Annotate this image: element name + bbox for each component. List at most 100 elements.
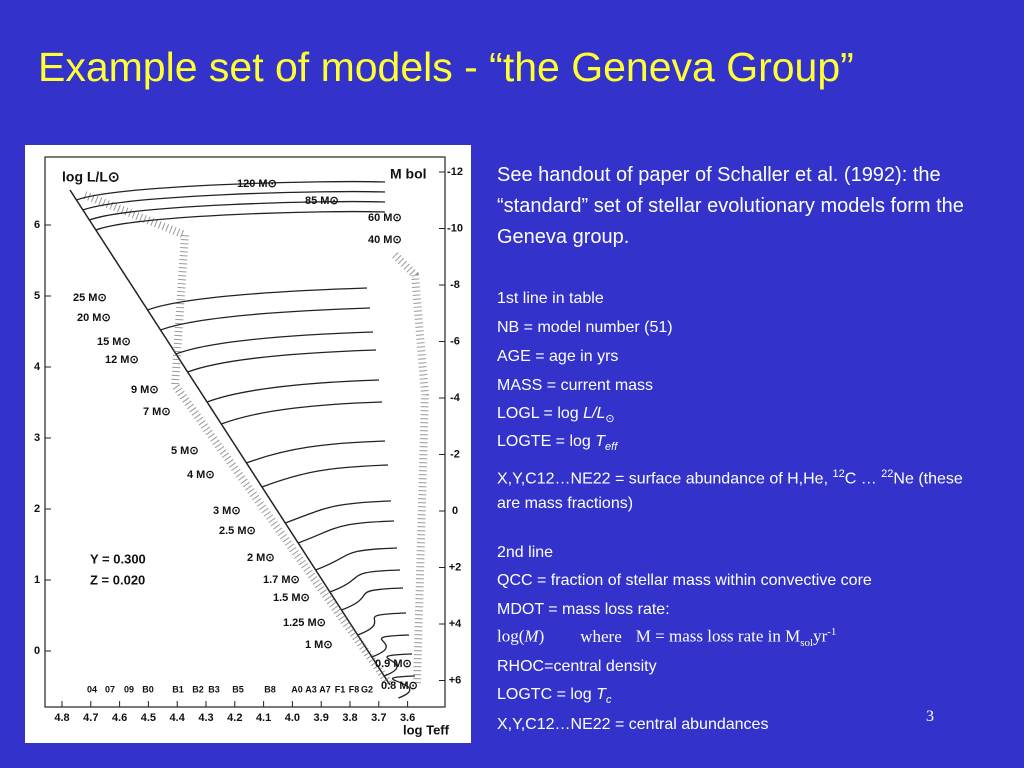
spectral-type: A7 [319,684,331,694]
subscript: ⊙ [605,413,615,426]
y2-tick-label: +6 [449,674,462,686]
y2-title: M bol [390,166,427,182]
y2-tick-label: 0 [452,505,458,517]
track [391,675,416,699]
y2-tick-label: -2 [450,448,460,460]
item: LOGTC = log Tc [497,686,611,706]
y2-tick-label: -12 [447,166,463,178]
track [341,587,404,611]
mass-label: 9 M⊙ [131,384,159,396]
x-tick-label: 4.2 [227,712,242,724]
x-tick-label: 3.8 [342,712,357,724]
x-tick-label: 4.4 [170,712,186,724]
text: X,Y,C12…NE22 = surface abundance of H,He… [497,470,833,488]
track [147,287,368,311]
mass-label: 20 M⊙ [77,312,111,324]
tracks [76,180,416,699]
page-number: 3 [926,708,934,725]
track [206,379,380,403]
spectral-type: B5 [232,684,244,694]
y-tick-label: 3 [34,432,40,444]
spectral-type: B1 [172,684,184,694]
item: QCC = fraction of stellar mass within co… [497,572,872,589]
x-tick-label: 4.0 [285,712,300,724]
figure-background [25,145,471,743]
x-tick-label: 4.6 [112,712,127,724]
x-tick-label: 4.5 [141,712,156,724]
x-tick-label: 4.1 [256,712,271,724]
x-tick-label: 3.9 [314,712,329,724]
spectral-type: B3 [208,684,220,694]
y-tick-label: 2 [34,503,40,515]
text: M = mass loss rate in M [635,626,801,646]
x-tick-label: 3.6 [400,712,415,724]
track [315,547,398,571]
track [89,200,386,221]
mass-label: 2.5 M⊙ [219,525,256,537]
y-tick-label: 5 [34,290,40,302]
item: NB = model number (51) [497,319,673,336]
mass-label: 5 M⊙ [171,445,199,457]
track [371,634,410,658]
track [261,464,389,488]
y-tick-label: 4 [34,361,41,373]
superscript: -1 [827,626,837,638]
item: RHOC=central density [497,658,657,675]
mass-label: 7 M⊙ [143,406,171,418]
zams [69,189,391,686]
spectral-type: F1 [335,684,346,694]
y2-tick-label: -10 [447,222,463,234]
mass-label: 85 M⊙ [305,195,339,207]
x-tick-label: 4.7 [83,712,98,724]
spectral-type: 04 [87,684,97,694]
mass-label: 1 M⊙ [305,639,333,651]
spectral-type: B2 [192,684,204,694]
spectral-type: 07 [105,684,115,694]
track [160,307,371,331]
text: Ne (these are mass fractions) [497,470,963,513]
text: LOGTE = log [497,433,596,450]
composition: Y = 0.300 [90,551,146,566]
item: AGE = age in yrs [497,348,619,365]
title: Example set of models - “the Geneva Grou… [38,44,854,90]
spectral-type: A0 [291,684,303,694]
mass-label: 40 M⊙ [368,234,402,246]
heading: 1st line in table [497,290,604,307]
heading: 2nd line [497,544,554,561]
mass-label: 60 M⊙ [368,212,402,224]
track [246,440,386,464]
mass-label: 25 M⊙ [73,292,107,304]
item: X,Y,C12…NE22 = surface abundance of H,He… [497,462,977,516]
mass-label: 1.7 M⊙ [263,574,300,586]
x-tick-label: 3.7 [371,712,386,724]
spectral-type: F8 [349,684,360,694]
hatched-band [392,252,430,686]
track [95,210,386,231]
x-tick-label: 4.8 [54,712,69,724]
track [297,520,395,544]
track [221,401,383,425]
text: LOGL = log [497,405,584,422]
y2-tick-label: -6 [450,335,460,347]
text: ) [538,626,545,646]
plot-frame [44,156,446,708]
track [187,349,377,373]
y2-tick-label: -4 [450,392,461,404]
symbol: L/L [583,405,606,422]
x-title: log Teff [403,722,450,737]
symbol: c [605,694,612,707]
mass-label: 12 M⊙ [105,354,139,366]
formula: log(M) where M = mass loss rate in Msolyr-… [497,626,836,649]
item: MASS = current mass [497,377,654,394]
mass-label: 0.9 M⊙ [375,658,412,670]
track [175,331,374,355]
mass-label: 2 M⊙ [247,552,275,564]
symbol: eff [605,441,618,454]
spectral-type: B0 [142,684,154,694]
symbol: T [596,686,606,703]
mass-label: 15 M⊙ [97,336,131,348]
y2-tick-label: +2 [449,561,462,573]
symbol: M [524,626,539,646]
hr-diagram: log L/L⊙ M bol log Teff Y = 0.300 Z = 0.… [25,145,471,743]
